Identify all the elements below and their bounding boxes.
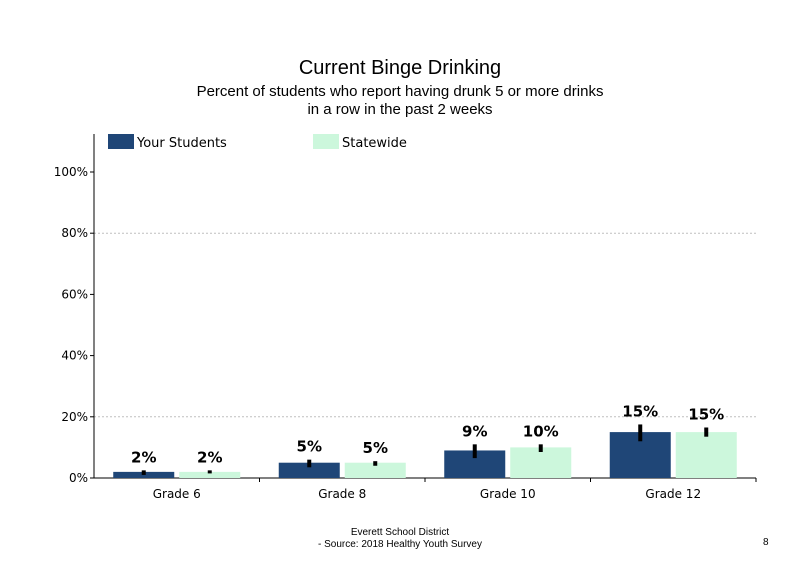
chart-subtitle: Percent of students who report having dr… xyxy=(0,83,800,119)
x-category-label: Grade 12 xyxy=(645,487,701,501)
y-tick-label: 60% xyxy=(61,287,88,301)
legend-label: Your Students xyxy=(136,136,227,151)
y-tick-label: 40% xyxy=(61,349,88,363)
x-category-label: Grade 8 xyxy=(318,487,366,501)
legend-swatch xyxy=(108,134,134,149)
chart-title: Current Binge Drinking xyxy=(298,57,502,79)
footer: Everett School District - Source: 2018 H… xyxy=(0,527,800,551)
bar-your-students xyxy=(278,462,340,478)
chart-subtitle-line2: in a row in the past 2 weeks xyxy=(307,101,493,118)
y-tick-label: 80% xyxy=(61,226,88,240)
data-label: 15% xyxy=(688,406,724,424)
bar-statewide xyxy=(675,432,737,478)
page-number: 8 xyxy=(763,537,769,548)
bar-statewide xyxy=(510,447,572,478)
data-label: 5% xyxy=(363,439,388,457)
data-label: 9% xyxy=(462,422,487,440)
y-tick-label: 20% xyxy=(61,410,88,424)
data-label: 15% xyxy=(622,402,658,420)
x-category-label: Grade 10 xyxy=(480,487,536,501)
bar-statewide xyxy=(179,471,241,478)
legend-label: Statewide xyxy=(342,136,407,151)
data-label: 5% xyxy=(297,438,322,456)
chart-subtitle-line1: Percent of students who report having dr… xyxy=(196,83,604,100)
data-label: 10% xyxy=(523,422,559,440)
data-label: 2% xyxy=(131,448,156,466)
legend-swatch xyxy=(313,134,339,149)
data-label: 2% xyxy=(197,448,222,466)
x-category-label: Grade 6 xyxy=(153,487,201,501)
y-tick-label: 100% xyxy=(54,165,88,179)
footer-district: Everett School District xyxy=(350,527,450,538)
y-tick-label: 0% xyxy=(69,471,88,485)
footer-source: - Source: 2018 Healthy Youth Survey xyxy=(318,539,482,550)
bar-statewide xyxy=(344,462,406,478)
